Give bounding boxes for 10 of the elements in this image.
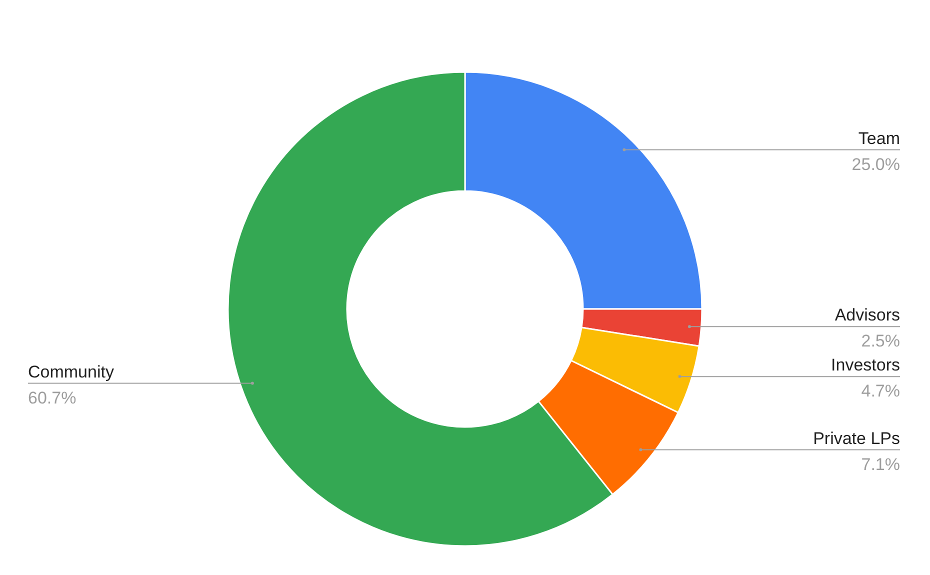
data-label: 60.7% <box>28 388 76 408</box>
data-label: 7.1% <box>861 454 900 474</box>
data-label: 25.0% <box>852 154 900 174</box>
slice-label: Advisors <box>834 306 900 325</box>
slice-label: Investors <box>831 356 900 375</box>
slice-label: Team <box>858 128 900 148</box>
slice-label: Community <box>28 362 114 382</box>
slice-label: Private LPs <box>813 428 900 448</box>
data-label: 2.5% <box>861 332 900 351</box>
data-label: 4.7% <box>861 382 900 401</box>
